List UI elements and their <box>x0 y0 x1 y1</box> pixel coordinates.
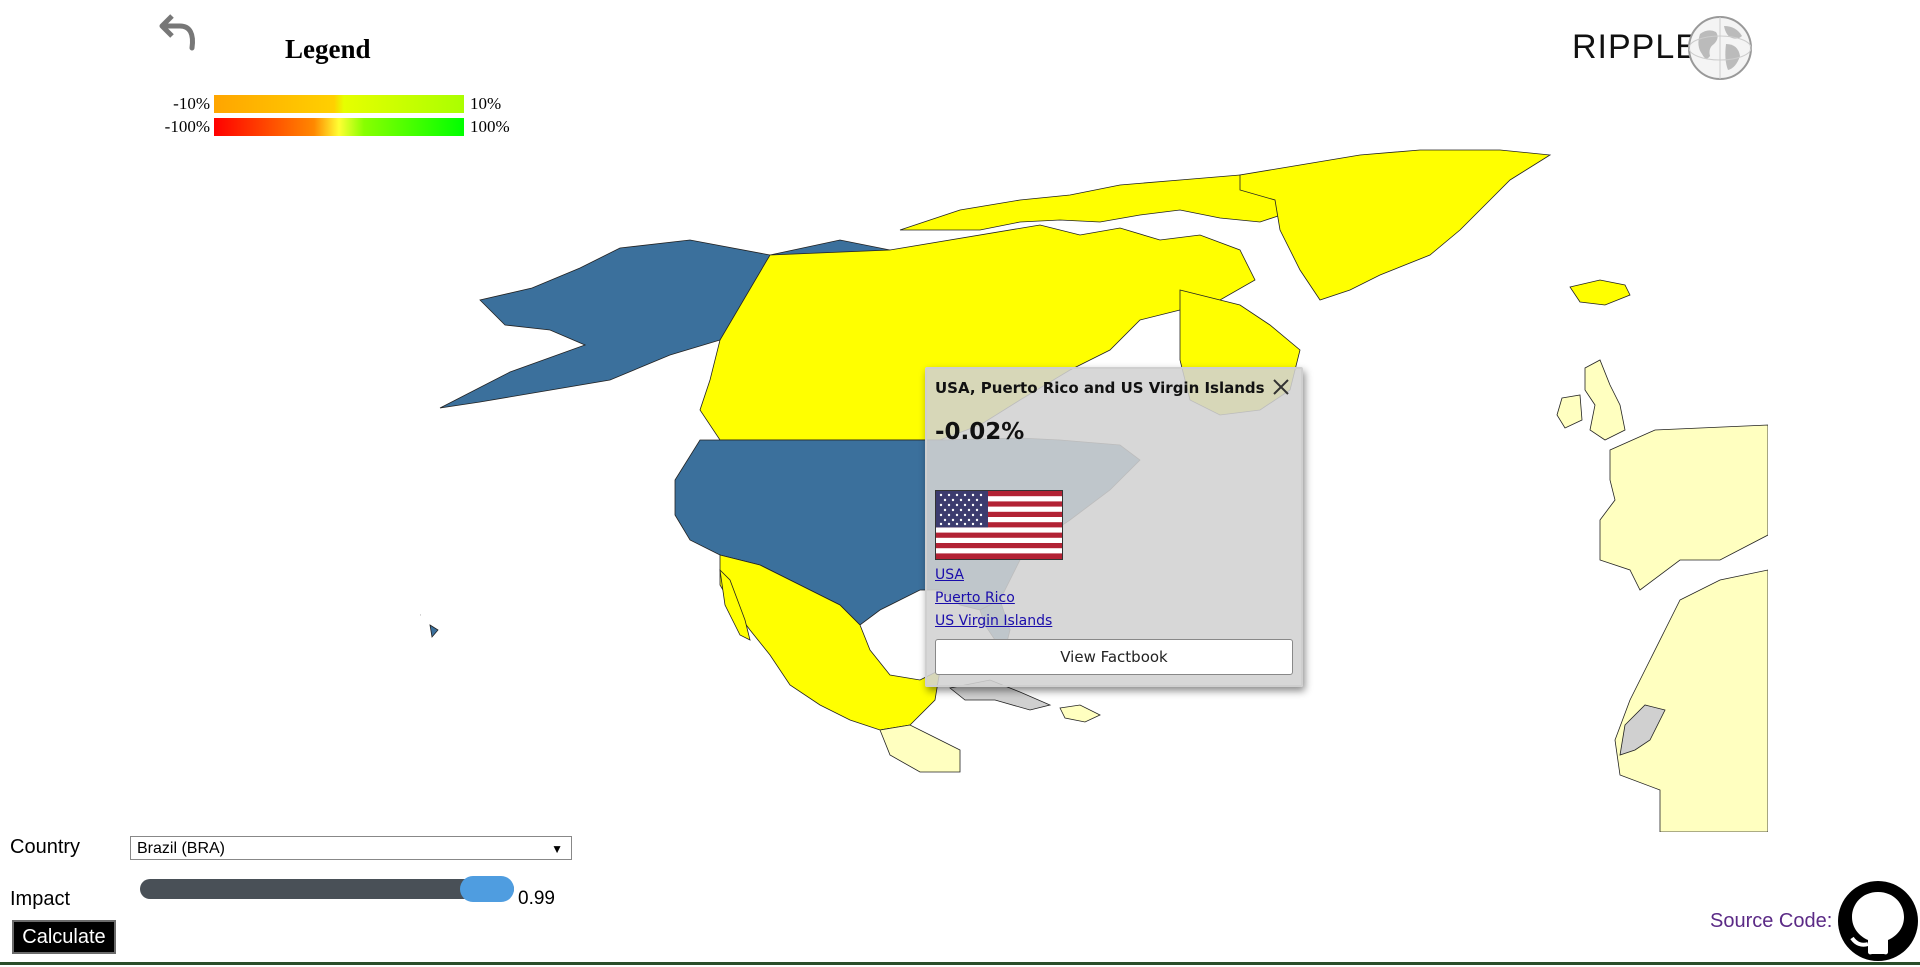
calculate-button[interactable]: Calculate <box>12 920 116 954</box>
country-ireland[interactable] <box>1556 394 1583 429</box>
country-united-kingdom[interactable] <box>1584 359 1626 441</box>
country-popup: USA, Puerto Rico and US Virgin Islands -… <box>925 367 1303 687</box>
region-europe[interactable] <box>1599 424 1768 591</box>
legend-title: Legend <box>285 34 371 64</box>
country-greenland[interactable] <box>1239 149 1552 301</box>
globe-icon <box>1686 14 1754 82</box>
country-mexico[interactable] <box>719 554 941 731</box>
bottom-border <box>0 962 1920 965</box>
close-icon[interactable] <box>1271 377 1291 397</box>
country-mexico-baja[interactable] <box>719 568 751 641</box>
legend-small-max: 10% <box>470 94 502 113</box>
link-usa[interactable]: USA <box>935 567 964 583</box>
view-factbook-button[interactable]: View Factbook <box>935 639 1293 675</box>
impact-value: 0.99 <box>518 888 555 909</box>
dropdown-arrow-icon: ▼ <box>551 842 563 856</box>
legend-small-gradient <box>214 95 464 113</box>
legend-large-max: 100% <box>470 117 510 136</box>
legend-small-min: -10% <box>173 94 210 113</box>
github-icon[interactable] <box>1836 880 1920 962</box>
legend-large-gradient <box>214 118 464 136</box>
country-select[interactable]: Brazil (BRA) ▼ <box>130 836 572 860</box>
legend-large-min: -100% <box>164 117 210 136</box>
popup-impact-value: -0.02% <box>935 419 1025 445</box>
link-puerto-rico[interactable]: Puerto Rico <box>935 590 1015 606</box>
legend-large-scale: -100% 100% <box>140 117 510 137</box>
country-usa-hawaii[interactable] <box>420 612 439 638</box>
impact-slider[interactable] <box>140 879 514 899</box>
country-label: Country <box>10 836 81 858</box>
impact-label: Impact <box>10 888 71 910</box>
region-central-america[interactable] <box>879 724 961 773</box>
country-canada[interactable] <box>699 224 1256 441</box>
country-select-value: Brazil (BRA) <box>137 840 226 857</box>
legend-small-scale: -10% 10% <box>140 94 501 114</box>
us-flag-icon <box>935 490 1063 560</box>
link-us-virgin-islands[interactable]: US Virgin Islands <box>935 613 1053 629</box>
popup-title: USA, Puerto Rico and US Virgin Islands <box>935 379 1265 397</box>
undo-arrow-icon[interactable] <box>158 10 198 54</box>
impact-slider-thumb[interactable] <box>460 876 514 902</box>
country-iceland[interactable] <box>1569 279 1631 306</box>
country-western-sahara[interactable] <box>1619 704 1666 756</box>
country-hispaniola[interactable] <box>1059 704 1101 723</box>
source-code-label: Source Code: <box>1710 910 1833 932</box>
region-africa[interactable] <box>1614 569 1768 832</box>
brand-title: RIPPLE <box>1572 28 1699 66</box>
